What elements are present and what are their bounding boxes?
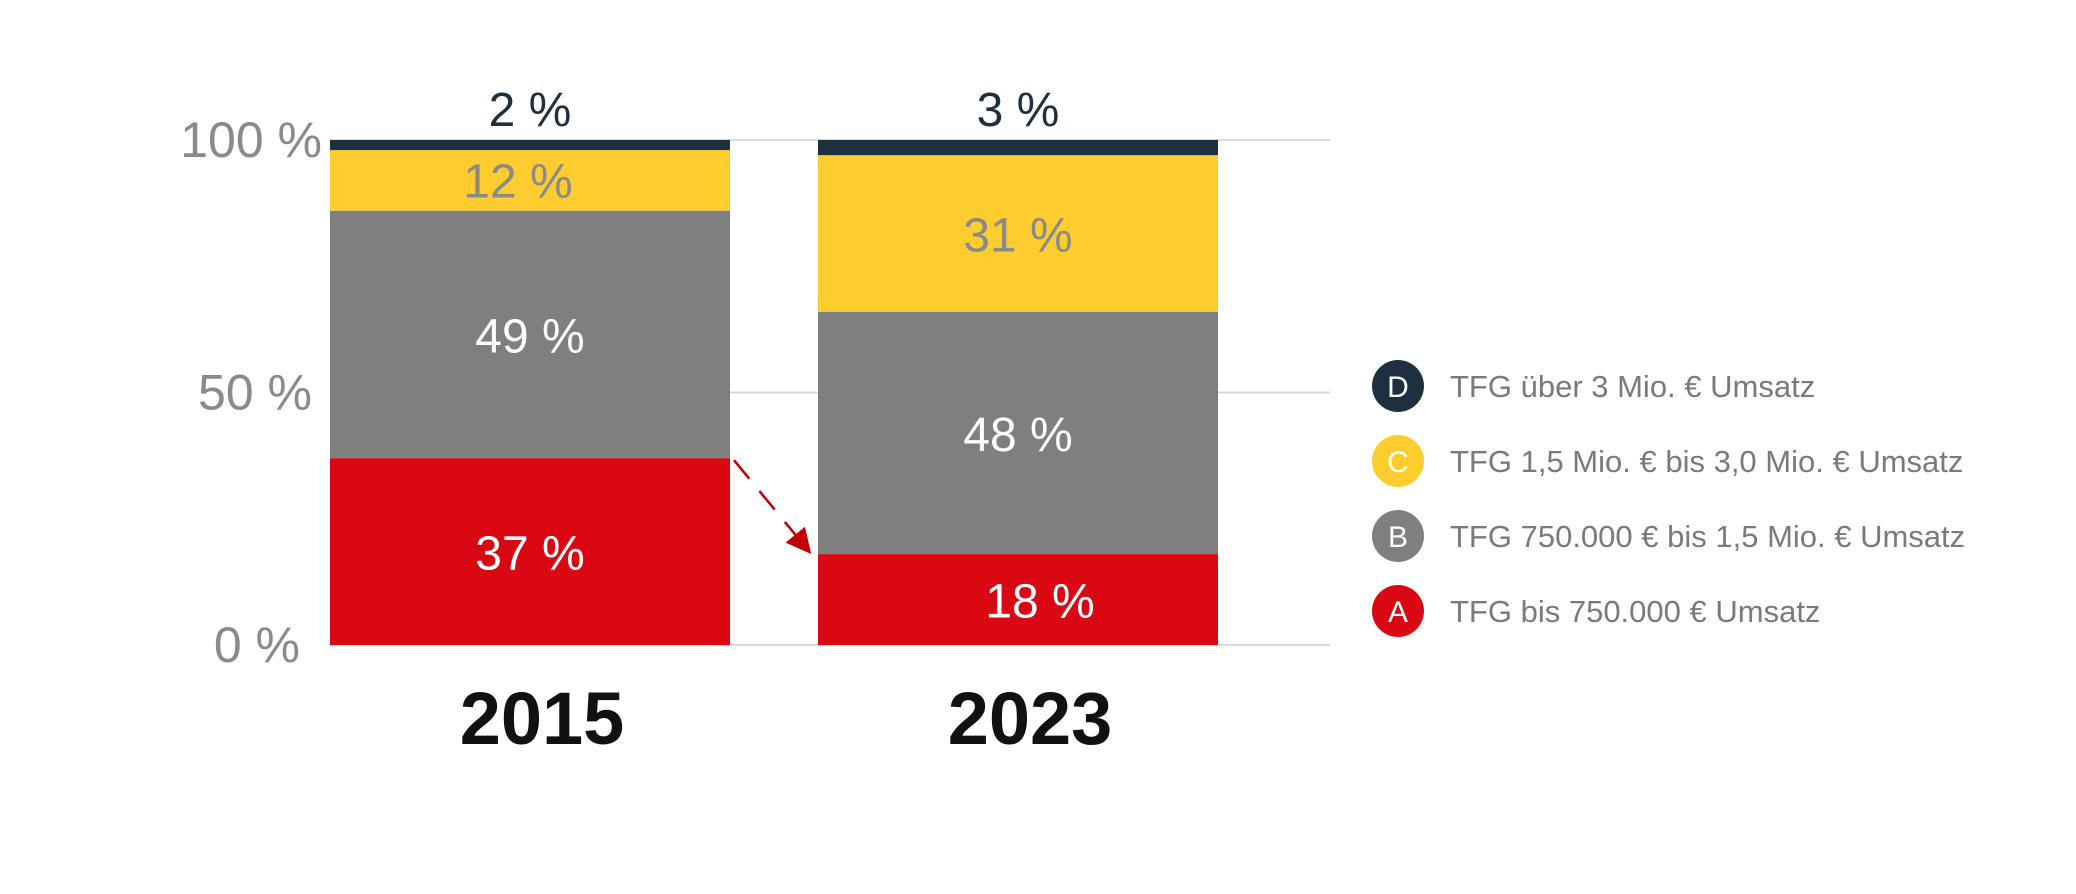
y-tick-label: 50 % — [198, 365, 312, 421]
legend: D TFG über 3 Mio. € Umsatz C TFG 1,5 Mio. €… — [1372, 360, 1965, 637]
data-label-b-2023: 48 % — [963, 409, 1072, 462]
bar-segment-b-2023 — [818, 311, 1218, 555]
y-tick-label: 0 % — [214, 617, 300, 673]
legend-marker-b — [1372, 510, 1424, 562]
legend-label-d: TFG über 3 Mio. € Umsatz — [1450, 369, 1815, 404]
legend-marker-d — [1372, 360, 1424, 412]
bar-segment-c-2023 — [818, 155, 1218, 312]
bar-segment-c-2015 — [330, 150, 730, 211]
legend-label-a: TFG bis 750.000 € Umsatz — [1450, 594, 1820, 629]
bar-segment-b-2015 — [330, 210, 730, 459]
data-label-c-2023: 31 % — [963, 209, 1072, 262]
decrease-arrow — [733, 459, 812, 554]
legend-label-b: TFG 750.000 € bis 1,5 Mio. € Umsatz — [1450, 519, 1965, 554]
segment-labels: 37 % 49 % 12 % 2 % 18 % 48 % 31 % 3 % — [463, 84, 1094, 629]
category-label-2023: 2023 — [948, 677, 1113, 760]
bar-segment-a-2023 — [818, 554, 1218, 645]
legend-letter-d: D — [1387, 371, 1409, 404]
data-label-d-2015: 2 % — [489, 84, 572, 137]
category-labels: 2015 2023 — [460, 677, 1113, 760]
bar-segment-a-2015 — [330, 458, 730, 645]
data-label-d-2023: 3 % — [977, 84, 1060, 137]
bar-segment-d-2023 — [818, 140, 1218, 156]
bars — [330, 140, 1218, 645]
data-label-b-2015: 49 % — [475, 310, 584, 363]
legend-letter-c: C — [1387, 446, 1409, 479]
bar-segment-d-2015 — [330, 140, 730, 151]
legend-marker-a — [1372, 585, 1424, 637]
y-axis-ticks: 0 % 50 % 100 % — [180, 112, 322, 673]
y-tick-label: 100 % — [180, 112, 322, 168]
legend-letter-a: A — [1388, 596, 1408, 629]
data-label-a-2015: 37 % — [475, 528, 584, 581]
legend-label-c: TFG 1,5 Mio. € bis 3,0 Mio. € Umsatz — [1450, 444, 1963, 479]
data-label-a-2023: 18 % — [985, 576, 1094, 629]
annotations — [733, 459, 812, 554]
category-label-2015: 2015 — [460, 677, 625, 760]
data-label-c-2015: 12 % — [463, 155, 572, 208]
legend-marker-c — [1372, 435, 1424, 487]
legend-letter-b: B — [1388, 521, 1408, 554]
